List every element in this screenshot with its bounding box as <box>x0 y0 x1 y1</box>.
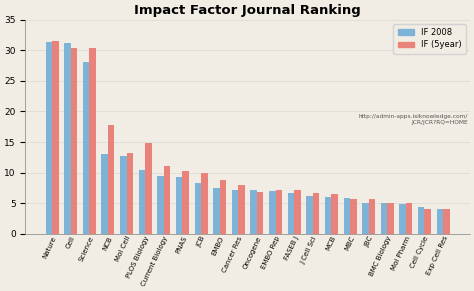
Bar <box>406 203 412 234</box>
Bar <box>294 190 301 234</box>
Bar <box>381 203 387 234</box>
Bar <box>437 209 443 234</box>
Text: http://admin-apps.isiknowledge.com/
JCR/JCR?RQ=HOME: http://admin-apps.isiknowledge.com/ JCR/… <box>358 114 468 125</box>
Bar <box>350 199 356 234</box>
Bar <box>201 173 208 234</box>
Bar <box>238 185 245 234</box>
Bar <box>83 62 89 234</box>
Bar <box>325 197 331 234</box>
Bar <box>176 178 182 234</box>
Bar <box>362 203 369 234</box>
Bar <box>71 49 77 234</box>
Bar <box>443 209 450 234</box>
Bar <box>387 203 394 234</box>
Bar <box>344 198 350 234</box>
Bar <box>400 204 406 234</box>
Bar <box>127 153 133 234</box>
Bar <box>269 191 275 234</box>
Bar <box>101 154 108 234</box>
Bar <box>306 196 313 234</box>
Bar <box>257 191 264 234</box>
Bar <box>157 176 164 234</box>
Bar <box>418 207 425 234</box>
Legend: IF 2008, IF (5year): IF 2008, IF (5year) <box>393 24 465 54</box>
Bar <box>108 125 115 234</box>
Bar <box>145 143 152 234</box>
Bar <box>313 194 319 234</box>
Bar <box>164 166 170 234</box>
Bar <box>288 193 294 234</box>
Bar <box>46 42 52 234</box>
Bar <box>182 171 189 234</box>
Title: Impact Factor Journal Ranking: Impact Factor Journal Ranking <box>134 4 361 17</box>
Bar <box>64 43 71 234</box>
Bar <box>213 188 219 234</box>
Bar <box>219 180 226 234</box>
Bar <box>139 170 145 234</box>
Bar <box>275 190 282 234</box>
Bar <box>369 200 375 234</box>
Bar <box>89 48 96 234</box>
Bar <box>250 190 257 234</box>
Bar <box>331 194 338 234</box>
Bar <box>425 209 431 234</box>
Bar <box>232 190 238 234</box>
Bar <box>194 183 201 234</box>
Bar <box>120 156 127 234</box>
Bar <box>52 40 59 234</box>
